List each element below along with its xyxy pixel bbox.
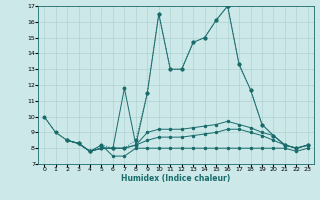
X-axis label: Humidex (Indice chaleur): Humidex (Indice chaleur) xyxy=(121,174,231,183)
